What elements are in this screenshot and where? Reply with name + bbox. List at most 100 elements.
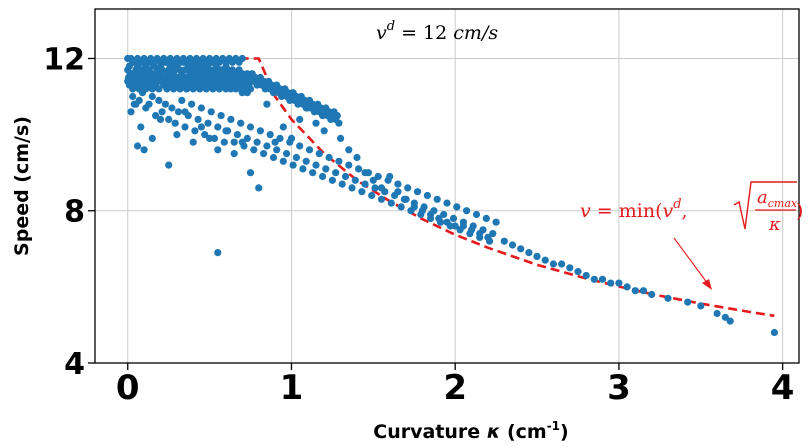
scatter-point bbox=[468, 226, 476, 234]
scatter-point bbox=[335, 157, 343, 165]
scatter-point bbox=[500, 237, 508, 245]
scatter-point bbox=[410, 203, 418, 211]
scatter-point bbox=[243, 134, 251, 142]
scatter-point bbox=[541, 256, 549, 264]
scatter-point bbox=[253, 138, 261, 146]
scatter-point bbox=[397, 203, 405, 211]
scatter-point bbox=[413, 188, 422, 196]
scatter-point bbox=[345, 161, 353, 169]
scatter-point bbox=[713, 309, 721, 318]
model-formula-annotation: v = min(vd, acmax κ ) bbox=[580, 181, 803, 290]
scatter-point bbox=[433, 195, 441, 203]
scatter-point bbox=[492, 218, 500, 226]
scatter-point bbox=[230, 138, 238, 146]
scatter-point bbox=[152, 112, 160, 120]
scatter-point bbox=[443, 199, 451, 207]
scatter-point bbox=[276, 134, 284, 142]
scatter-point bbox=[292, 153, 300, 162]
scatter-point bbox=[361, 169, 369, 177]
scatter-point bbox=[197, 123, 205, 131]
scatter-point bbox=[207, 108, 215, 116]
sqrt-sign bbox=[733, 181, 797, 230]
scatter-point bbox=[263, 100, 271, 108]
scatter-point bbox=[165, 115, 173, 123]
scatter-point bbox=[161, 100, 169, 108]
scatter-point bbox=[222, 127, 230, 135]
scatter-point bbox=[178, 96, 186, 104]
scatter-points bbox=[124, 54, 779, 337]
scatter-point bbox=[726, 317, 734, 325]
scatter-point bbox=[271, 138, 279, 146]
svg-text:acmax: acmax bbox=[757, 187, 798, 210]
scatter-point bbox=[155, 96, 163, 104]
scatter-point bbox=[319, 172, 327, 181]
scatter-point bbox=[623, 283, 631, 291]
scatter-point bbox=[369, 176, 377, 184]
scatter-point bbox=[283, 150, 291, 158]
scatter-point bbox=[358, 188, 366, 196]
scatter-point bbox=[440, 210, 448, 219]
scatter-point bbox=[332, 169, 340, 177]
scatter-point bbox=[328, 176, 336, 184]
scatter-point bbox=[289, 161, 297, 169]
x-tick-label: 3 bbox=[607, 368, 631, 408]
scatter-point bbox=[484, 233, 492, 241]
scatter-point bbox=[533, 252, 541, 260]
scatter-point bbox=[273, 146, 281, 154]
scatter-point bbox=[127, 108, 135, 116]
scatter-point bbox=[598, 275, 607, 283]
scatter-point bbox=[246, 169, 255, 177]
scatter-point bbox=[525, 249, 533, 257]
scatter-point bbox=[582, 271, 590, 280]
scatter-point bbox=[476, 230, 484, 238]
scatter-point bbox=[404, 184, 412, 192]
scatter-point bbox=[394, 180, 402, 188]
scatter-point bbox=[155, 85, 163, 93]
plot-frame bbox=[94, 8, 800, 364]
x-axis-label: Curvature κ (cm-1) bbox=[373, 419, 568, 443]
scatter-point bbox=[320, 127, 328, 135]
scatter-point bbox=[770, 328, 779, 337]
scatter-point bbox=[168, 104, 176, 112]
svg-text:κ: κ bbox=[768, 214, 781, 235]
scatter-point bbox=[309, 169, 317, 177]
scatter-point bbox=[233, 131, 241, 139]
scatter-point bbox=[648, 290, 656, 299]
scatter-point bbox=[256, 127, 264, 135]
x-tick-label: 4 bbox=[771, 368, 795, 408]
scatter-point bbox=[129, 92, 137, 101]
scatter-point bbox=[188, 100, 196, 108]
scatter-point bbox=[204, 119, 212, 127]
scatter-point bbox=[250, 146, 258, 154]
scatter-point bbox=[315, 150, 323, 158]
scatter-point bbox=[394, 188, 402, 196]
scatter-point bbox=[402, 195, 410, 203]
scatter-point bbox=[615, 279, 623, 287]
scatter-point bbox=[322, 165, 330, 173]
scatter-point bbox=[214, 146, 222, 154]
scatter-point bbox=[351, 176, 359, 184]
scatter-point bbox=[138, 89, 147, 97]
scatter-point bbox=[246, 85, 255, 93]
scatter-point bbox=[302, 157, 310, 165]
scatter-point bbox=[296, 115, 304, 123]
scatter-point bbox=[227, 115, 235, 123]
scatter-point bbox=[214, 249, 222, 257]
scatter-point bbox=[263, 142, 271, 150]
scatter-point bbox=[191, 127, 199, 135]
x-tick-label: 1 bbox=[280, 368, 304, 408]
scatter-point bbox=[197, 104, 205, 112]
scatter-point bbox=[341, 172, 350, 181]
scatter-point bbox=[189, 138, 197, 146]
scatter-point bbox=[451, 222, 459, 230]
scatter-point bbox=[482, 214, 490, 222]
scatter-point bbox=[201, 131, 209, 139]
x-tick-label: 2 bbox=[443, 368, 467, 408]
scatter-point bbox=[459, 222, 467, 230]
scatter-point bbox=[214, 123, 222, 131]
scatter-point bbox=[489, 230, 497, 238]
scatter-point bbox=[664, 294, 672, 302]
scatter-point bbox=[517, 245, 525, 253]
